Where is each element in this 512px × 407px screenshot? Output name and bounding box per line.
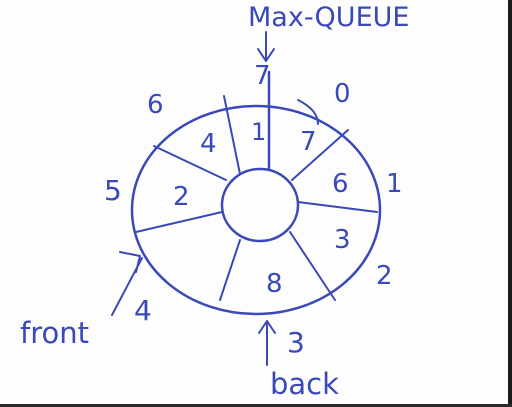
- bottom-frame-edge: [0, 404, 512, 407]
- index-label-3: 3: [287, 326, 305, 359]
- slot-value-0: 7: [300, 127, 317, 157]
- index-label-7: 7: [254, 61, 271, 91]
- divider-3-4: [219, 239, 241, 301]
- slot-value-2: 3: [334, 225, 351, 255]
- slot-value-5: 2: [173, 182, 190, 212]
- back-label: back: [270, 367, 339, 401]
- slot-value-3: 8: [266, 269, 283, 299]
- right-frame-edge: [508, 0, 512, 407]
- divider-5-6: [153, 145, 227, 181]
- divider-2-3: [289, 231, 336, 301]
- divider-6-7: [223, 95, 241, 175]
- index-label-2: 2: [376, 261, 393, 291]
- queue-inner-ring: [220, 167, 300, 243]
- index-label-5: 5: [104, 174, 122, 207]
- slot-value-1: 6: [332, 169, 349, 199]
- index-label-0: 0: [334, 79, 351, 109]
- divider-0-1: [291, 129, 349, 181]
- divider-4-5: [135, 211, 223, 233]
- index-label-4: 4: [134, 294, 152, 327]
- back-pointer-arrow: [258, 320, 276, 366]
- diagram-title: Max-QUEUE: [248, 2, 409, 33]
- max-queue-arrow: [257, 31, 275, 62]
- front-pointer-arrow: [111, 251, 143, 316]
- slot-value-7: 1: [251, 118, 266, 146]
- divider-1-2: [297, 201, 378, 213]
- slot-value-6: 4: [200, 129, 217, 159]
- clockwise-hint-mark: [297, 99, 319, 125]
- front-label: front: [20, 316, 89, 350]
- index-label-1: 1: [386, 169, 403, 199]
- queue-outer-ring: [130, 104, 382, 316]
- index-label-6: 6: [147, 90, 164, 120]
